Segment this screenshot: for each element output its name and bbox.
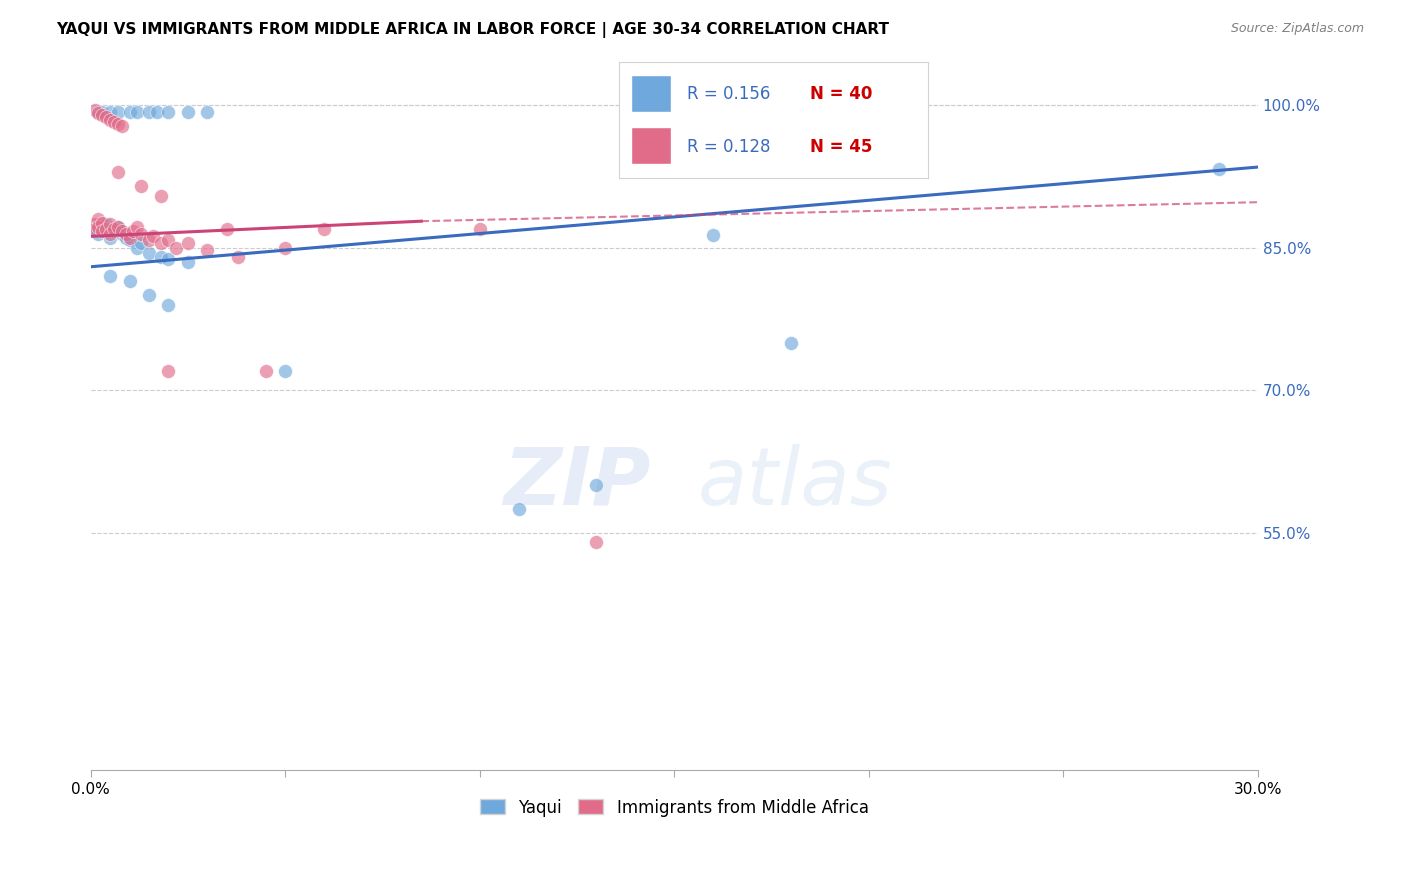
Point — [149, 188, 172, 202]
Point — [145, 105, 167, 120]
Point — [96, 110, 118, 124]
Point — [107, 165, 129, 179]
Point — [103, 115, 125, 129]
Point — [149, 250, 172, 264]
Point — [129, 179, 152, 194]
Point — [98, 217, 121, 231]
Point — [274, 364, 297, 378]
Point — [138, 105, 160, 120]
Point — [114, 227, 136, 241]
Point — [254, 364, 277, 378]
Point — [111, 227, 134, 241]
FancyBboxPatch shape — [631, 128, 671, 164]
Point — [177, 105, 200, 120]
Point — [165, 241, 187, 255]
Point — [1208, 161, 1230, 176]
Legend: Yaqui, Immigrants from Middle Africa: Yaqui, Immigrants from Middle Africa — [472, 792, 876, 823]
Point — [157, 252, 180, 267]
Point — [91, 224, 114, 238]
Point — [228, 250, 250, 264]
Point — [87, 219, 110, 234]
Text: atlas: atlas — [697, 444, 893, 522]
Point — [96, 217, 118, 231]
Point — [118, 274, 141, 288]
Point — [702, 228, 724, 243]
Point — [127, 105, 149, 120]
Point — [118, 233, 141, 247]
Text: ZIP: ZIP — [503, 444, 651, 522]
Point — [177, 255, 200, 269]
Point — [129, 235, 152, 250]
Point — [91, 108, 114, 122]
Point — [585, 478, 607, 492]
Point — [91, 105, 114, 120]
Point — [157, 364, 180, 378]
Point — [103, 221, 125, 235]
Text: R = 0.128: R = 0.128 — [686, 138, 770, 156]
Point — [91, 216, 114, 230]
Point — [138, 245, 160, 260]
Text: Source: ZipAtlas.com: Source: ZipAtlas.com — [1230, 22, 1364, 36]
Point — [87, 105, 110, 120]
Point — [122, 224, 145, 238]
Point — [129, 227, 152, 241]
Point — [107, 105, 129, 120]
Point — [157, 105, 180, 120]
Point — [83, 221, 105, 235]
Point — [149, 235, 172, 250]
Point — [107, 117, 129, 131]
Point — [87, 227, 110, 241]
Point — [107, 219, 129, 234]
Point — [127, 241, 149, 255]
Point — [127, 219, 149, 234]
Point — [83, 217, 105, 231]
Point — [508, 502, 530, 516]
Point — [138, 233, 160, 247]
Point — [98, 227, 121, 241]
Point — [195, 243, 218, 257]
Text: N = 45: N = 45 — [810, 138, 873, 156]
Point — [98, 105, 121, 120]
Text: R = 0.156: R = 0.156 — [686, 85, 770, 103]
Point — [98, 231, 121, 245]
Text: N = 40: N = 40 — [810, 85, 873, 103]
Point — [118, 105, 141, 120]
Point — [111, 224, 134, 238]
Point — [83, 221, 105, 235]
Text: YAQUI VS IMMIGRANTS FROM MIDDLE AFRICA IN LABOR FORCE | AGE 30-34 CORRELATION CH: YAQUI VS IMMIGRANTS FROM MIDDLE AFRICA I… — [56, 22, 889, 38]
Point — [312, 221, 335, 235]
Point — [107, 219, 129, 234]
Point — [87, 212, 110, 227]
Point — [87, 106, 110, 120]
Point — [118, 231, 141, 245]
Point — [157, 298, 180, 312]
Point — [585, 535, 607, 549]
Point — [96, 221, 118, 235]
Point — [177, 235, 200, 250]
Point — [91, 221, 114, 235]
Point — [98, 112, 121, 127]
Point — [157, 233, 180, 247]
Point — [215, 221, 238, 235]
Point — [83, 103, 105, 117]
Point — [468, 221, 491, 235]
Point — [111, 120, 134, 134]
Point — [274, 241, 297, 255]
Point — [780, 335, 803, 350]
Point — [98, 269, 121, 284]
Point — [142, 229, 165, 244]
FancyBboxPatch shape — [631, 75, 671, 112]
Point — [138, 288, 160, 302]
Point — [114, 231, 136, 245]
Point — [103, 224, 125, 238]
Point — [195, 105, 218, 120]
